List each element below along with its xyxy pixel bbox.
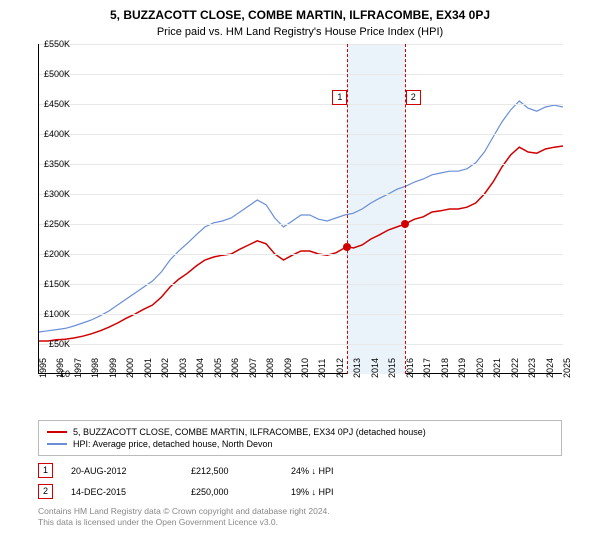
sale-price: £212,500: [191, 466, 291, 476]
legend-label: 5, BUZZACOTT CLOSE, COMBE MARTIN, ILFRAC…: [73, 427, 426, 437]
sale-marker-label: 1: [332, 90, 347, 105]
x-axis-label: 2024: [545, 358, 555, 378]
x-axis-label: 2002: [160, 358, 170, 378]
x-axis-label: 2017: [422, 358, 432, 378]
x-axis-label: 1998: [90, 358, 100, 378]
x-axis-label: 2014: [370, 358, 380, 378]
sale-row: 1 20-AUG-2012£212,50024% ↓ HPI: [38, 460, 562, 481]
series-line-hpi: [39, 101, 563, 332]
y-axis-label: £150K: [44, 279, 70, 289]
legend-item: HPI: Average price, detached house, Nort…: [47, 438, 553, 450]
x-axis-label: 2007: [248, 358, 258, 378]
chart-wrap: 12 £0£50K£100K£150K£200K£250K£300K£350K£…: [38, 44, 598, 414]
y-axis-label: £300K: [44, 189, 70, 199]
legend-label: HPI: Average price, detached house, Nort…: [73, 439, 272, 449]
x-axis-label: 2011: [317, 359, 327, 378]
y-axis-label: £450K: [44, 99, 70, 109]
gridline: [39, 344, 563, 345]
legend: 5, BUZZACOTT CLOSE, COMBE MARTIN, ILFRAC…: [38, 420, 562, 456]
sale-row: 2 14-DEC-2015£250,00019% ↓ HPI: [38, 481, 562, 502]
gridline: [39, 254, 563, 255]
sale-price: £250,000: [191, 487, 291, 497]
x-axis-label: 2003: [178, 358, 188, 378]
sale-badge: 1: [38, 463, 53, 478]
legend-swatch: [47, 443, 67, 445]
gridline: [39, 164, 563, 165]
gridline: [39, 44, 563, 45]
y-axis-label: £50K: [49, 339, 70, 349]
x-axis-label: 2023: [527, 358, 537, 378]
x-axis-label: 2016: [405, 358, 415, 378]
x-axis-label: 1995: [38, 358, 48, 378]
chart-subtitle: Price paid vs. HM Land Registry's House …: [0, 22, 600, 44]
x-axis-label: 2022: [510, 358, 520, 378]
y-axis-label: £400K: [44, 129, 70, 139]
x-axis-label: 2010: [300, 358, 310, 378]
x-axis-label: 2005: [213, 358, 223, 378]
x-axis-label: 2004: [195, 358, 205, 378]
x-axis-label: 1999: [108, 358, 118, 378]
y-axis-label: £500K: [44, 69, 70, 79]
y-axis-label: £100K: [44, 309, 70, 319]
chart-title: 5, BUZZACOTT CLOSE, COMBE MARTIN, ILFRAC…: [0, 0, 600, 22]
x-axis-label: 2000: [125, 358, 135, 378]
x-axis-label: 2001: [143, 358, 153, 378]
sale-dot: [343, 243, 351, 251]
legend-item: 5, BUZZACOTT CLOSE, COMBE MARTIN, ILFRAC…: [47, 426, 553, 438]
gridline: [39, 194, 563, 195]
chart-plot-area: 12: [38, 44, 562, 374]
gridline: [39, 284, 563, 285]
x-axis-label: 2012: [335, 358, 345, 378]
x-axis-label: 2009: [283, 358, 293, 378]
footer-line: Contains HM Land Registry data © Crown c…: [38, 506, 562, 517]
x-axis-label: 2025: [562, 358, 572, 378]
footer-line: This data is licensed under the Open Gov…: [38, 517, 562, 528]
gridline: [39, 104, 563, 105]
sale-diff: 19% ↓ HPI: [291, 487, 411, 497]
gridline: [39, 224, 563, 225]
y-axis-label: £250K: [44, 219, 70, 229]
sale-date: 20-AUG-2012: [71, 466, 191, 476]
y-axis-label: £550K: [44, 39, 70, 49]
series-line-property: [39, 146, 563, 341]
sale-badge: 2: [38, 484, 53, 499]
legend-swatch: [47, 431, 67, 433]
gridline: [39, 314, 563, 315]
footer-attribution: Contains HM Land Registry data © Crown c…: [38, 506, 562, 528]
x-axis-label: 1997: [73, 358, 83, 378]
x-axis-label: 2008: [265, 358, 275, 378]
sale-diff: 24% ↓ HPI: [291, 466, 411, 476]
y-axis-label: £350K: [44, 159, 70, 169]
x-axis-label: 2018: [440, 358, 450, 378]
chart-container: 5, BUZZACOTT CLOSE, COMBE MARTIN, ILFRAC…: [0, 0, 600, 560]
x-axis-label: 2019: [457, 358, 467, 378]
x-axis-label: 1996: [55, 358, 65, 378]
gridline: [39, 134, 563, 135]
x-axis-label: 2013: [352, 358, 362, 378]
chart-lines-svg: [39, 44, 563, 374]
sale-dot: [401, 220, 409, 228]
sales-table: 1 20-AUG-2012£212,50024% ↓ HPI 2 14-DEC-201…: [38, 460, 562, 502]
y-axis-label: £200K: [44, 249, 70, 259]
x-axis-label: 2020: [475, 358, 485, 378]
gridline: [39, 74, 563, 75]
sale-date: 14-DEC-2015: [71, 487, 191, 497]
sale-marker-label: 2: [406, 90, 421, 105]
x-axis-label: 2021: [492, 358, 502, 378]
x-axis-label: 2015: [387, 358, 397, 378]
x-axis-label: 2006: [230, 358, 240, 378]
